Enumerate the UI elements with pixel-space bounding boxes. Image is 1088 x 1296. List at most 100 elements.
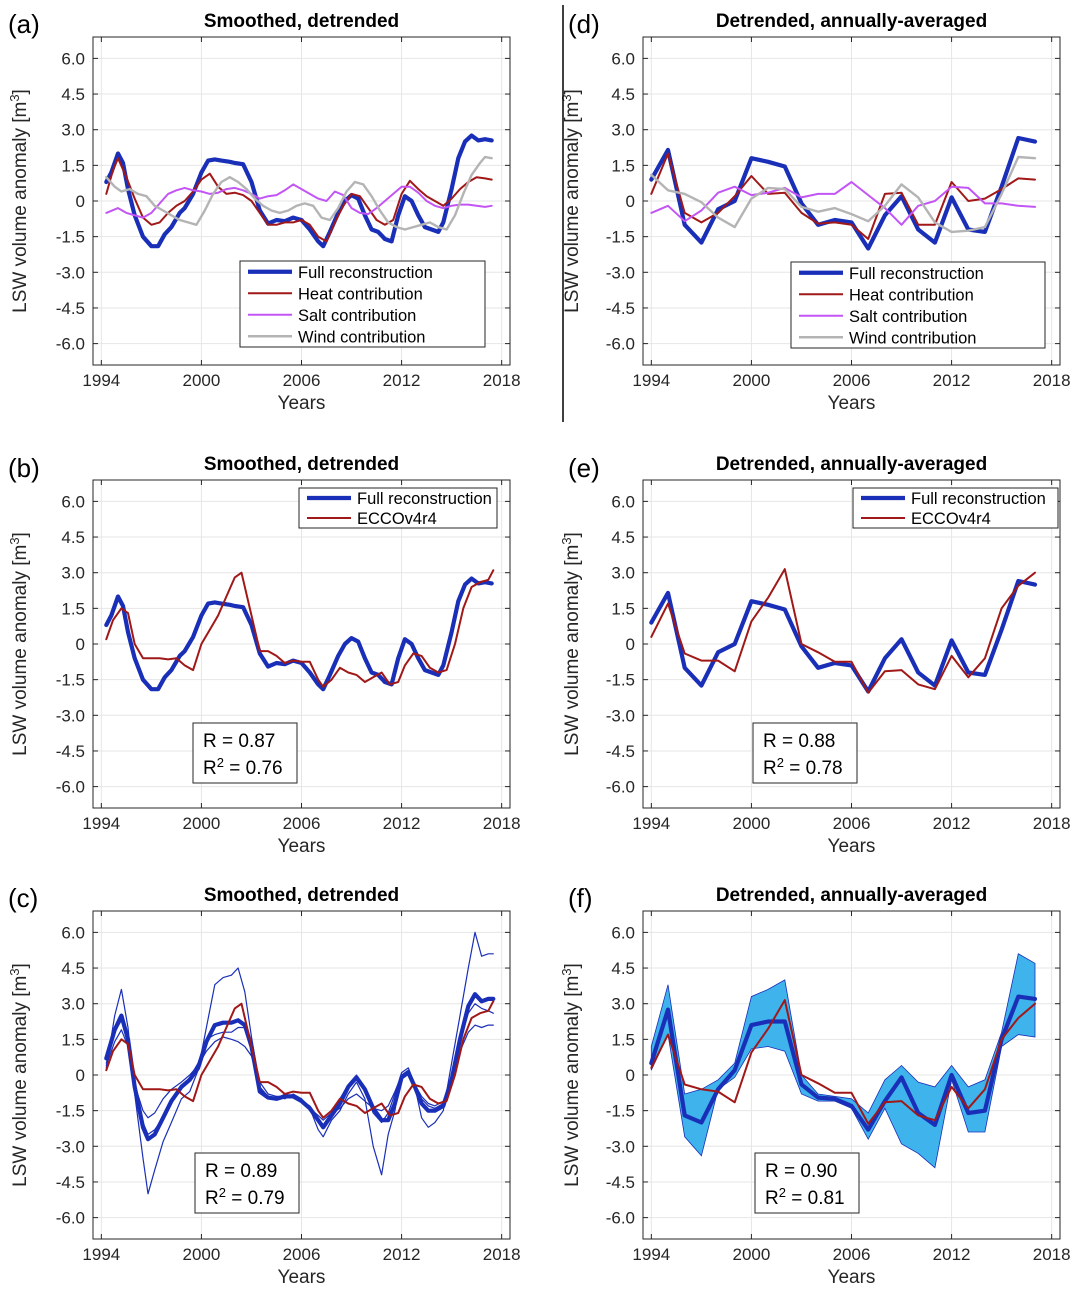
legend: Full reconstruction Heat contribution Salt… [239,260,486,348]
legend-entry: ECCOv4r4 [911,510,991,528]
plot-area [104,569,495,692]
correlation-r-squared: R2 = 0.76 [203,755,283,780]
correlation-r-squared: R2 = 0.79 [205,1185,285,1210]
series-line-eccov4r4 [650,999,1036,1125]
x-tick-label: 2000 [733,814,771,833]
x-tick-label: 1994 [82,371,120,390]
y-tick-label: 0 [626,635,635,654]
x-axis-label: Years [278,1267,326,1288]
y-tick-label: -4.5 [606,1173,635,1192]
y-axis-label: LSW volume anomaly [m3] [559,963,584,1187]
stats-box: R = 0.87 R2 = 0.76 [192,722,298,784]
x-axis-label: Years [828,836,876,857]
y-tick-label: 0 [626,1066,635,1085]
series-line-full-reconstruction [104,992,496,1142]
y-tick-label: -3.0 [56,263,85,282]
legend: Full reconstruction ECCOv4r4 [298,487,498,529]
x-tick-label: 2012 [933,1245,971,1264]
legend-entry: Full reconstruction [357,490,492,508]
x-tick-label: 2018 [1033,371,1071,390]
y-tick-label: -1.5 [56,228,85,247]
y-tick-label: 1.5 [61,599,85,618]
legend-entry: Salt contribution [849,308,967,326]
y-tick-label: -1.5 [56,671,85,690]
y-tick-label: -6.0 [56,335,85,354]
x-tick-label: 2012 [383,814,421,833]
y-tick-label: -3.0 [606,263,635,282]
x-tick-label: 2000 [733,1245,771,1264]
x-tick-label: 2006 [833,814,871,833]
y-tick-label: -1.5 [606,1102,635,1121]
series-line-wind-contribution [650,155,1037,234]
y-tick-label: 1.5 [611,156,635,175]
stats-box-frame [194,1152,300,1214]
y-tick-label: 6.0 [611,492,635,511]
x-tick-label: 2000 [733,371,771,390]
y-tick-label: 3.0 [61,121,85,140]
legend-box [852,487,1059,529]
x-axis-label: Years [278,836,326,857]
y-tick-label: 3.0 [611,121,635,140]
y-tick-label: -4.5 [56,742,85,761]
series-line-full-reconstruction [104,576,494,692]
y-tick-label: 4.5 [61,959,85,978]
y-tick-label: 0 [626,192,635,211]
panel-label: (c) [8,883,38,913]
y-tick-label: -3.0 [56,706,85,725]
panel-label: (d) [568,9,600,39]
series-line-heat-contribution [105,157,493,243]
chart-title: Detrended, annually-averaged [716,11,987,32]
x-axis-label: Years [828,393,876,414]
correlation-r: R = 0.87 [203,731,275,752]
x-axis-label: Years [278,393,326,414]
x-tick-label: 1994 [632,814,670,833]
y-tick-label: 6.0 [611,923,635,942]
x-tick-label: 2000 [183,1245,221,1264]
y-tick-label: -6.0 [606,778,635,797]
panel-label: (e) [568,453,600,483]
stats-box: R = 0.89 R2 = 0.79 [194,1152,300,1214]
x-tick-label: 2006 [283,1245,321,1264]
x-tick-label: 2012 [933,371,971,390]
y-tick-label: -6.0 [606,335,635,354]
chart-title: Smoothed, detrended [204,454,399,475]
y-axis-label: LSW volume anomaly [m3] [7,532,32,756]
y-tick-label: -1.5 [56,1102,85,1121]
panel-c: 1994 2000 2006 2012 2018 6.0 4.5 3.0 1.5 0 -1.5 -3.… [7,883,521,1288]
legend-entry: Wind contribution [298,328,425,346]
x-tick-label: 2006 [833,371,871,390]
uncertainty-band [650,953,1036,1169]
y-tick-label: 4.5 [611,959,635,978]
series-line-eccov4r4 [105,1000,495,1119]
series-line-full-reconstruction [649,994,1038,1132]
series-line-eccov4r4 [650,568,1036,694]
x-tick-label: 2006 [833,1245,871,1264]
legend-entry: Full reconstruction [911,490,1046,508]
y-tick-label: -6.0 [56,778,85,797]
legend-entry: Salt contribution [298,307,416,325]
series-line-eccov4r4 [105,569,495,688]
x-tick-label: 1994 [632,371,670,390]
panel-d: 1994 2000 2006 2012 2018 6.0 4.5 3.0 1.5 0 -1.5 -3.… [559,9,1071,414]
y-tick-label: -1.5 [606,228,635,247]
y-tick-label: 6.0 [61,492,85,511]
x-tick-label: 2012 [383,1245,421,1264]
legend-entry: ECCOv4r4 [357,510,437,528]
y-tick-label: 1.5 [611,599,635,618]
panel-label: (f) [568,883,593,913]
y-tick-label: -6.0 [56,1209,85,1228]
chart-title: Smoothed, detrended [204,885,399,906]
x-tick-label: 1994 [82,1245,120,1264]
y-tick-label: -3.0 [606,706,635,725]
legend-box [239,260,486,348]
legend-entry: Wind contribution [849,329,976,347]
plot-area [649,568,1038,694]
series-line-salt-contribution [650,181,1036,226]
x-tick-label: 2018 [1033,814,1071,833]
y-tick-label: 4.5 [611,85,635,104]
plot-area [649,953,1038,1169]
y-tick-label: 6.0 [61,923,85,942]
stats-box-frame [754,1152,860,1214]
legend-entry: Heat contribution [849,286,974,304]
